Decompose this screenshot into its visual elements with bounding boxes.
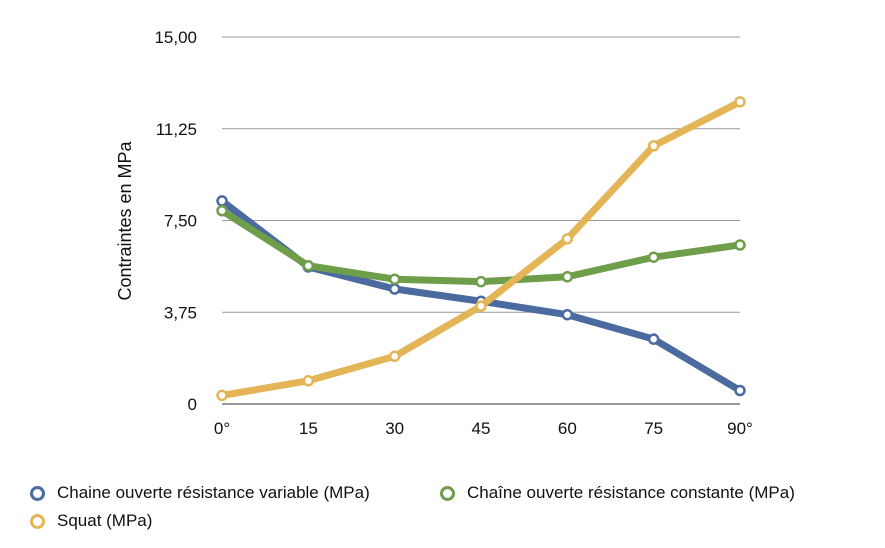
y-axis-ticks: 0 3,75 7,50 11,25 15,00 (154, 28, 197, 414)
y-axis-title: Contraintes en MPa (115, 140, 135, 300)
legend-marker-squat (30, 513, 45, 529)
legend-label-squat: Squat (MPa) (57, 511, 153, 530)
legend-item-constante: Chaîne ouverte résistance constante (MPa… (440, 483, 795, 503)
series-0 (216, 195, 746, 397)
data-point (302, 375, 315, 387)
x-tick-label: 15 (299, 419, 318, 438)
data-point (475, 300, 487, 312)
x-tick-label: 30 (385, 419, 404, 438)
y-tick-label: 11,25 (156, 120, 197, 139)
data-point (475, 275, 487, 288)
series-line (218, 98, 744, 399)
data-point (216, 195, 228, 207)
data-point (734, 384, 746, 397)
data-point (388, 283, 401, 295)
data-point (388, 350, 401, 363)
grid-lines (222, 36, 740, 405)
series-2 (216, 96, 746, 402)
data-point (647, 140, 660, 152)
series-lines (216, 96, 746, 402)
data-point (647, 251, 660, 263)
data-point (216, 204, 228, 217)
data-point (561, 308, 574, 321)
series-line (218, 207, 744, 286)
data-point (561, 271, 574, 283)
data-point (647, 333, 660, 345)
x-axis-ticks: 0° 15 30 45 60 75 90° (214, 419, 753, 438)
legend-item-squat: Squat (MPa) (30, 511, 152, 531)
data-point (302, 260, 315, 272)
y-tick-label: 3,75 (164, 303, 197, 322)
series-1 (216, 204, 746, 288)
legend-label-constante: Chaîne ouverte résistance constante (MPa… (467, 483, 795, 502)
x-tick-label: 75 (644, 419, 663, 438)
y-tick-label: 15,00 (154, 28, 197, 47)
x-tick-label: 0° (214, 419, 230, 438)
data-point (216, 389, 228, 402)
legend-item-variable: Chaine ouverte résistance variable (MPa) (30, 483, 370, 503)
legend-marker-variable (30, 485, 45, 501)
x-tick-label: 90° (727, 419, 753, 438)
data-point (734, 96, 746, 108)
data-point (734, 239, 746, 251)
y-tick-label: 0 (188, 395, 197, 414)
x-tick-label: 45 (472, 419, 491, 438)
legend-marker-constante (440, 485, 455, 501)
y-tick-label: 7,50 (164, 212, 197, 231)
legend-label-variable: Chaine ouverte résistance variable (MPa) (57, 483, 370, 502)
x-tick-label: 60 (558, 419, 577, 438)
data-point (561, 233, 574, 245)
data-point (388, 273, 401, 285)
